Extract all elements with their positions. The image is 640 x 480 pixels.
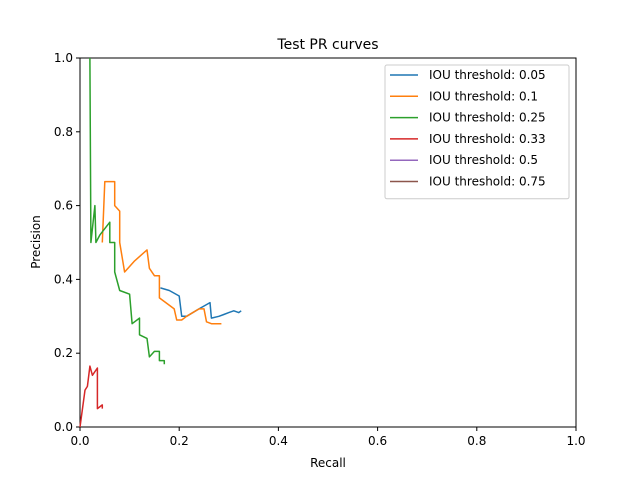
legend-entry-label: IOU threshold: 0.1 xyxy=(429,89,538,103)
x-tick-label: 0.6 xyxy=(368,434,387,448)
series-line xyxy=(160,287,242,319)
y-tick-label: 0.2 xyxy=(54,346,73,360)
legend-entry-label: IOU threshold: 0.05 xyxy=(429,68,546,82)
series-line xyxy=(79,365,104,428)
series-layer xyxy=(79,57,242,428)
y-tick-label: 1.0 xyxy=(54,51,73,65)
legend-entry-label: IOU threshold: 0.25 xyxy=(429,111,546,125)
legend-entry-label: IOU threshold: 0.5 xyxy=(429,153,538,167)
y-axis-ticks: 0.0 0.2 0.4 0.6 0.8 1.0 xyxy=(54,51,80,434)
series-line xyxy=(89,57,166,365)
y-tick-label: 0.8 xyxy=(54,125,73,139)
y-tick-label: 0.6 xyxy=(54,199,73,213)
y-tick-label: 0.0 xyxy=(54,420,73,434)
x-tick-label: 0.8 xyxy=(467,434,486,448)
x-tick-label: 1.0 xyxy=(566,434,585,448)
chart-title: Test PR curves xyxy=(276,37,378,53)
x-tick-label: 0.4 xyxy=(269,434,288,448)
y-tick-label: 0.4 xyxy=(54,272,73,286)
y-axis-label: Precision xyxy=(29,215,43,269)
x-tick-label: 0.0 xyxy=(70,434,89,448)
plot-area xyxy=(79,57,577,428)
legend-entry-label: IOU threshold: 0.75 xyxy=(429,175,546,189)
legend-box xyxy=(384,64,570,200)
x-axis-ticks: 0.0 0.2 0.4 0.6 0.8 1.0 xyxy=(70,427,586,448)
x-tick-label: 0.2 xyxy=(170,434,189,448)
series-line xyxy=(101,180,222,325)
plot-frame xyxy=(79,57,577,428)
legend: IOU threshold: 0.05 IOU threshold: 0.1 IOU… xyxy=(384,64,570,200)
legend-entry-label: IOU threshold: 0.33 xyxy=(429,132,546,146)
x-axis-label: Recall xyxy=(310,456,346,470)
